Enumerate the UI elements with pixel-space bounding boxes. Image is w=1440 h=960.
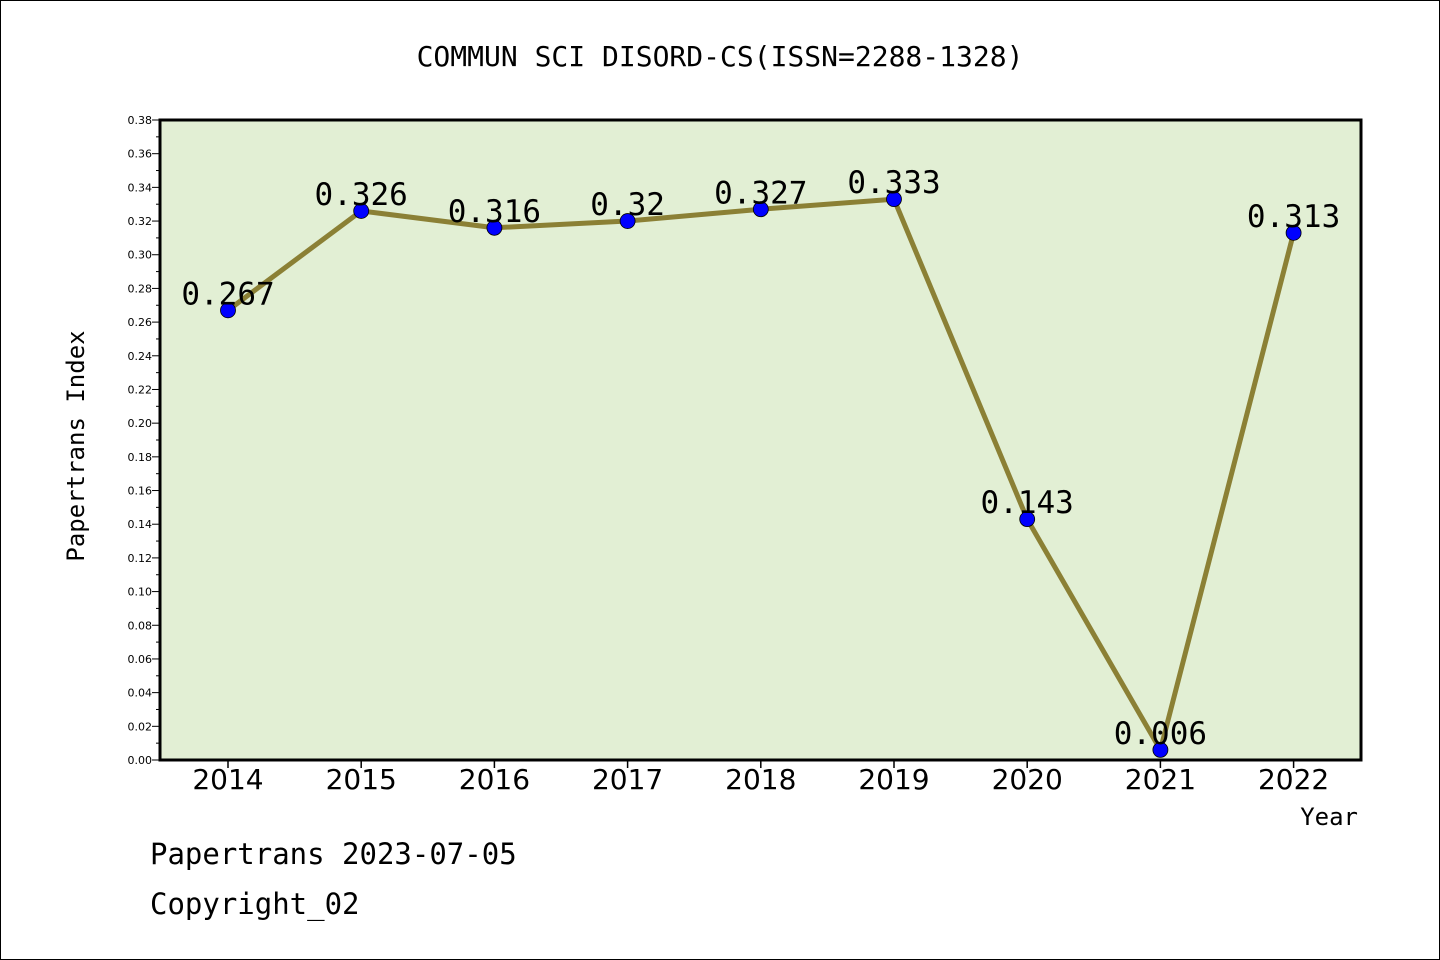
y-tick-label: 0.28 — [128, 282, 153, 295]
data-point — [220, 302, 236, 319]
y-axis: 0.00 0.02 0.04 0.06 0.08 0.10 0.12 0.14 0.16 0.18… — [128, 114, 160, 767]
chart-title: COMMUN SCI DISORD-CS(ISSN=2288-1328) — [417, 40, 1024, 73]
data-point — [353, 203, 370, 219]
y-tick-label: 0.08 — [128, 619, 153, 632]
y-tick-label: 0.04 — [128, 687, 153, 700]
data-label: 0.316 — [448, 194, 541, 230]
data-label: 0.006 — [1114, 716, 1207, 752]
x-tick-label: 2017 — [592, 763, 663, 796]
y-tick-label: 0.16 — [128, 485, 153, 498]
data-label: 0.326 — [315, 177, 408, 213]
y-tick-label: 0.24 — [128, 350, 153, 363]
x-tick-label: 2018 — [725, 763, 796, 796]
data-point — [752, 201, 769, 218]
x-tick-label: 2022 — [1258, 763, 1329, 796]
data-label: 0.143 — [981, 485, 1074, 521]
x-axis-label: Year — [1300, 803, 1358, 831]
data-point — [1285, 224, 1302, 241]
x-tick-label: 2016 — [459, 763, 530, 796]
y-tick-label: 0.20 — [128, 417, 153, 430]
x-axis: 2014 2015 2016 2017 2018 2019 2020 2021 2022 — [192, 760, 1329, 796]
y-tick-label: 0.22 — [128, 383, 153, 396]
data-label: 0.267 — [181, 276, 274, 312]
data-point — [1152, 741, 1169, 758]
data-point — [619, 213, 636, 229]
x-tick-label: 2014 — [192, 763, 263, 796]
y-tick-label: 0.18 — [128, 451, 153, 464]
y-tick-label: 0.14 — [128, 518, 153, 531]
data-label: 0.32 — [590, 187, 665, 223]
y-tick-label: 0.02 — [128, 720, 153, 733]
plot-area — [158, 118, 1363, 762]
data-point — [1019, 511, 1036, 528]
x-tick-label: 2019 — [858, 763, 929, 796]
y-tick-label: 0.12 — [128, 552, 153, 565]
y-axis-label: Papertrans Index — [62, 330, 90, 561]
footer-date: Papertrans 2023-07-05 — [150, 837, 517, 871]
y-tick-label: 0.10 — [128, 586, 153, 599]
data-label: 0.313 — [1247, 199, 1340, 235]
data-point — [486, 219, 503, 236]
y-tick-label: 0.06 — [128, 653, 153, 666]
y-tick-label: 0.38 — [128, 114, 153, 127]
data-point — [886, 191, 902, 208]
y-tick-label: 0.36 — [128, 148, 153, 161]
series-layer: 0.267 0.326 0.316 0.32 0.327 0.333 0.143 0.006 0… — [181, 165, 1340, 758]
data-label: 0.333 — [847, 165, 940, 201]
x-tick-label: 2021 — [1125, 763, 1196, 796]
y-tick-label: 0.26 — [128, 316, 153, 329]
y-tick-label: 0.34 — [128, 181, 153, 194]
x-tick-label: 2015 — [326, 763, 397, 796]
y-tick-label: 0.32 — [128, 215, 153, 228]
x-tick-label: 2020 — [992, 763, 1063, 796]
footer-copyright: Copyright_02 — [150, 887, 360, 922]
data-label: 0.327 — [714, 175, 807, 211]
y-tick-label: 0.30 — [128, 249, 153, 262]
y-tick-label: 0.00 — [128, 754, 153, 767]
